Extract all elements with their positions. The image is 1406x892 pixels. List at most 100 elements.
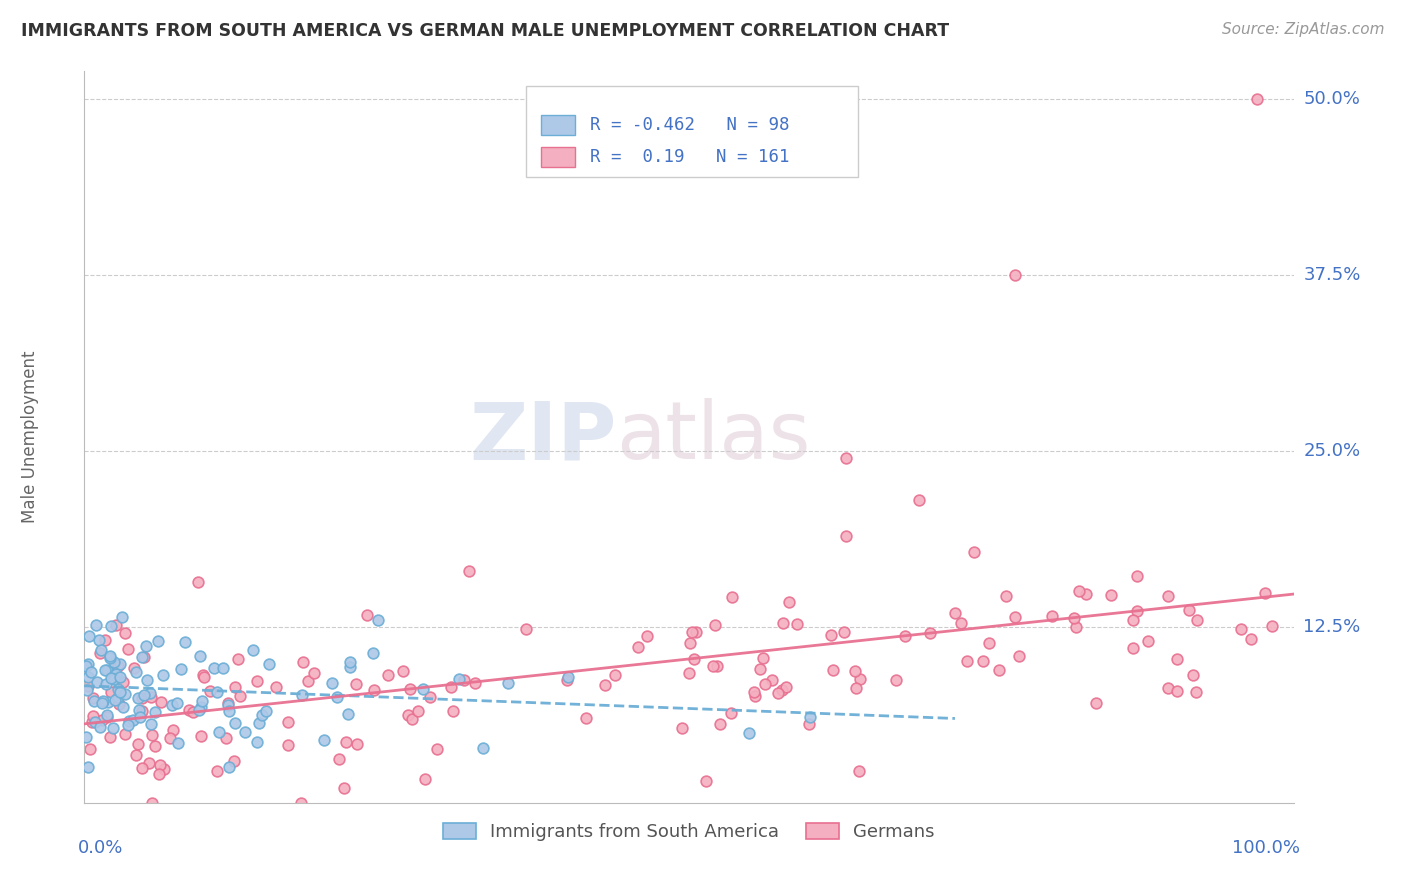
Point	[363, 646, 385, 660]
Point	[406, 704, 429, 718]
FancyBboxPatch shape	[526, 86, 858, 178]
Point	[328, 752, 350, 766]
Point	[884, 673, 907, 687]
Text: 0.0%: 0.0%	[79, 839, 124, 857]
Point	[100, 619, 122, 633]
Text: R = -0.462   N = 98: R = -0.462 N = 98	[589, 116, 789, 134]
Point	[603, 667, 626, 681]
Point	[426, 741, 449, 756]
Point	[706, 658, 728, 673]
Point	[464, 675, 486, 690]
Point	[709, 716, 731, 731]
Point	[321, 676, 343, 690]
Point	[217, 697, 239, 711]
Point	[111, 610, 134, 624]
Point	[108, 697, 131, 711]
Point	[108, 657, 131, 672]
Point	[84, 714, 107, 729]
Point	[979, 636, 1001, 650]
Point	[820, 627, 842, 641]
Point	[104, 618, 127, 632]
Point	[1157, 589, 1180, 603]
Point	[893, 629, 915, 643]
Point	[458, 564, 481, 578]
Point	[703, 617, 725, 632]
Point	[91, 713, 114, 727]
Point	[77, 760, 100, 774]
Point	[118, 714, 141, 728]
Point	[254, 704, 277, 718]
Point	[844, 664, 866, 678]
Point	[949, 615, 972, 630]
Point	[683, 652, 706, 666]
Point	[799, 709, 821, 723]
Text: Source: ZipAtlas.com: Source: ZipAtlas.com	[1222, 22, 1385, 37]
Point	[143, 705, 166, 719]
Text: Male Unemployment: Male Unemployment	[21, 351, 39, 524]
Point	[105, 670, 128, 684]
Point	[96, 676, 118, 690]
Point	[772, 615, 794, 630]
Point	[86, 675, 108, 690]
Point	[1166, 683, 1188, 698]
Point	[117, 718, 139, 732]
Point	[1063, 611, 1085, 625]
Point	[344, 677, 367, 691]
Point	[1064, 620, 1087, 634]
Point	[134, 688, 156, 702]
Point	[122, 661, 145, 675]
Point	[412, 681, 434, 696]
Point	[277, 714, 299, 729]
Point	[131, 690, 153, 705]
Point	[593, 678, 616, 692]
Point	[963, 545, 986, 559]
Point	[224, 715, 246, 730]
Point	[449, 672, 471, 686]
Point	[920, 625, 942, 640]
Point	[143, 739, 166, 753]
Point	[339, 655, 361, 669]
Point	[167, 736, 190, 750]
Point	[131, 761, 153, 775]
Point	[152, 667, 174, 681]
FancyBboxPatch shape	[541, 115, 575, 136]
Point	[82, 714, 104, 729]
Point	[367, 613, 389, 627]
Point	[77, 657, 100, 671]
Point	[848, 764, 870, 778]
Point	[515, 622, 537, 636]
Point	[217, 698, 239, 712]
Point	[190, 694, 212, 708]
Text: 12.5%: 12.5%	[1303, 618, 1361, 636]
Point	[76, 670, 98, 684]
Point	[1137, 634, 1160, 648]
Text: 25.0%: 25.0%	[1303, 442, 1361, 460]
Point	[75, 658, 97, 673]
Point	[75, 730, 97, 744]
Point	[127, 737, 149, 751]
Point	[1122, 640, 1144, 655]
Point	[159, 731, 181, 745]
Point	[575, 711, 598, 725]
Point	[100, 671, 122, 685]
Point	[246, 735, 269, 749]
Point	[1230, 623, 1253, 637]
Point	[84, 617, 107, 632]
Point	[277, 738, 299, 752]
Point	[453, 673, 475, 687]
Point	[125, 747, 148, 762]
Point	[193, 670, 215, 684]
Point	[114, 687, 136, 701]
Point	[91, 694, 114, 708]
Point	[1067, 584, 1090, 599]
Point	[89, 720, 111, 734]
Point	[627, 640, 650, 655]
Point	[187, 575, 209, 590]
Point	[326, 690, 349, 704]
Point	[218, 705, 240, 719]
Point	[291, 655, 314, 669]
Point	[111, 699, 134, 714]
Point	[138, 686, 160, 700]
Point	[127, 690, 149, 705]
Point	[1004, 268, 1026, 283]
